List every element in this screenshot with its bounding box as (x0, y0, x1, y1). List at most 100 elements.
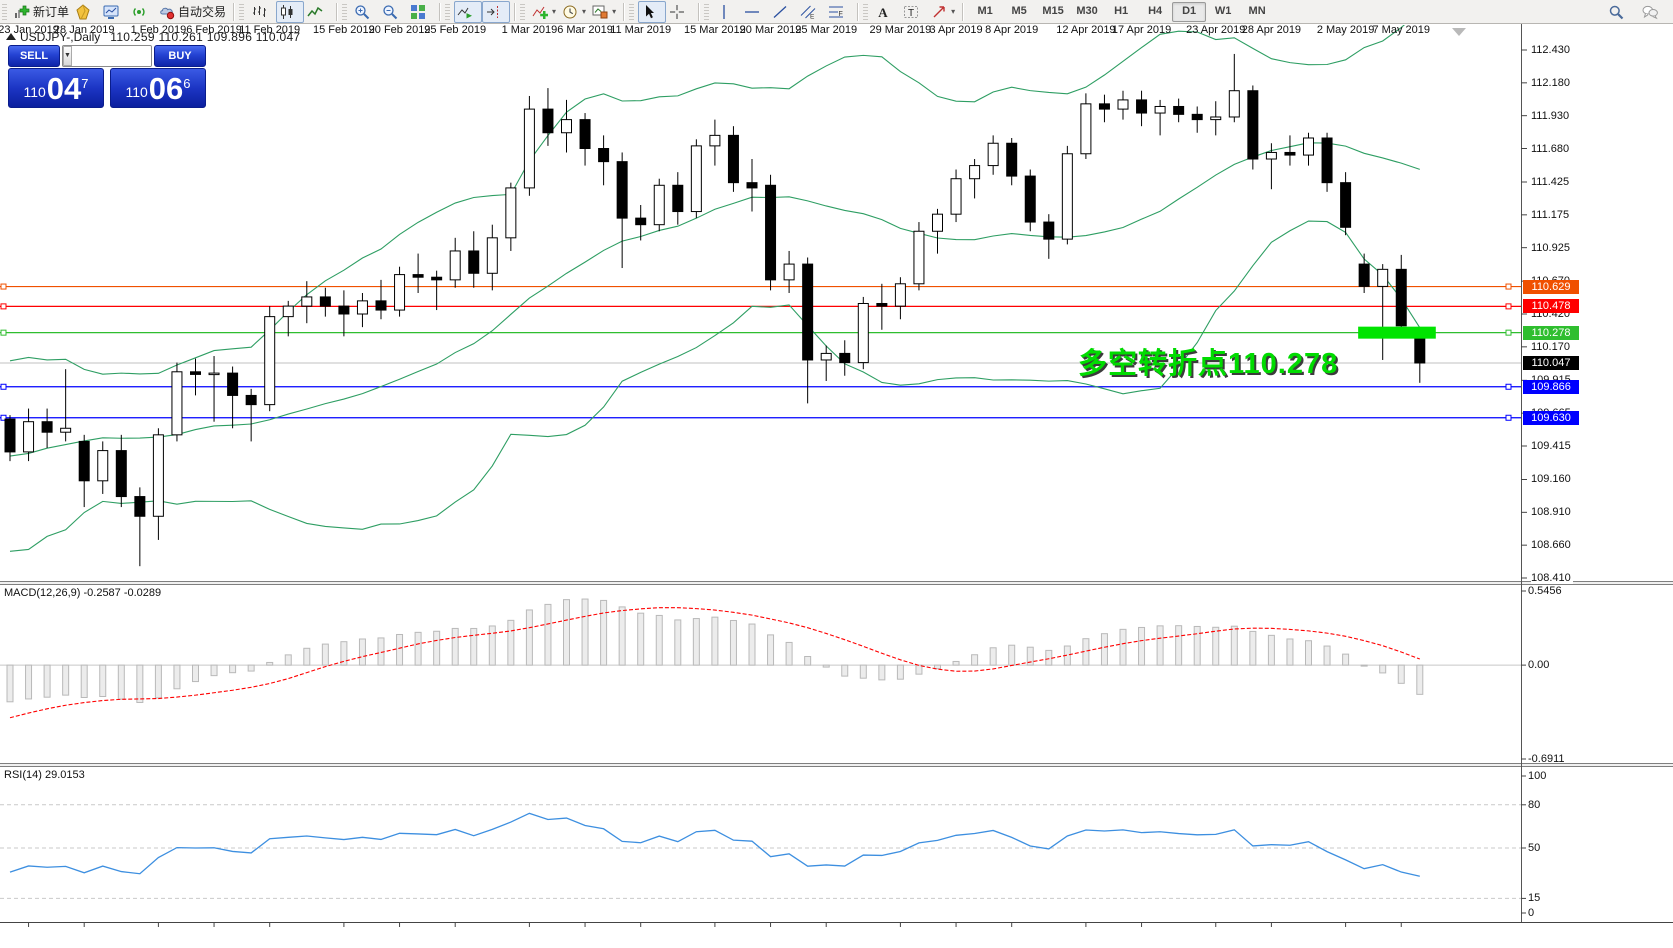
chat-button[interactable] (1639, 1, 1667, 23)
line-chart-button[interactable] (304, 1, 332, 23)
line-anchor-icon[interactable] (1505, 283, 1512, 290)
candles (4, 53, 1426, 567)
indicators-button[interactable]: ▾ (529, 1, 559, 23)
tf-d1-button[interactable]: D1 (1172, 1, 1207, 22)
toolbar-grip[interactable] (520, 3, 526, 20)
svg-text:E: E (810, 13, 815, 20)
candle-7 May (1395, 268, 1407, 327)
candlestick-chart-button[interactable] (276, 0, 305, 23)
buy-button[interactable]: BUY (154, 45, 206, 67)
chart-title: USDJPY-,Daily 110.259 110.261 109.896 110… (20, 30, 300, 44)
sell-button[interactable]: SELL (8, 45, 60, 67)
buy-price[interactable]: 110 06 6 (110, 68, 206, 108)
templates-button[interactable]: ▾ (589, 1, 619, 23)
toolbar-grip[interactable] (629, 3, 635, 20)
line-anchor-icon[interactable] (0, 283, 7, 290)
line-anchor-icon[interactable] (0, 383, 7, 390)
tf-mn-button[interactable]: MN (1240, 2, 1274, 22)
tf-w1-button[interactable]: W1 (1206, 2, 1240, 22)
chart-window-button[interactable] (100, 1, 128, 23)
date-tick: 20 Mar 2019 (739, 24, 802, 36)
volume-decrease-button[interactable]: ▼ (63, 46, 72, 66)
candle-12 Feb (282, 305, 294, 318)
new-order-button-label: 新订单 (33, 5, 70, 19)
new-order-button[interactable]: 新订单 (11, 1, 72, 23)
main-pane[interactable] (0, 24, 1521, 567)
chart-text-annotation[interactable]: 多空转折点110.278 (1078, 348, 1339, 380)
bar-chart-button[interactable] (248, 1, 276, 23)
date-tick: 1 Mar 2019 (501, 24, 558, 36)
tf-m30-button[interactable]: M30 (1070, 2, 1104, 22)
zoom-out-button[interactable] (379, 1, 407, 23)
pane-splitter[interactable] (0, 582, 1673, 584)
toolbar-grip[interactable] (863, 3, 869, 20)
chart-window: USDJPY-,Daily 110.259 110.261 109.896 110… (0, 23, 1673, 948)
auto-scroll-button[interactable] (454, 0, 483, 23)
candle-9 Apr (1024, 175, 1036, 223)
tile-windows-button[interactable] (407, 1, 435, 23)
highlight-rectangle[interactable] (1358, 326, 1436, 339)
pane-splitter[interactable] (0, 764, 1673, 766)
price-line-tag: 110.629 (1523, 279, 1579, 294)
volume-input[interactable] (71, 46, 151, 66)
candle-16 Apr (1117, 99, 1129, 110)
macd-pane[interactable] (0, 598, 1521, 719)
arrows-button[interactable]: ▾ (928, 1, 958, 23)
sell-price[interactable]: 110 04 7 (8, 68, 104, 108)
toolbar-grip[interactable] (342, 3, 348, 20)
toolbar-grip[interactable] (445, 3, 451, 20)
tf-m5-button[interactable]: M5 (1002, 2, 1036, 22)
date-tick: 6 Mar 2019 (557, 24, 613, 36)
toolbar-grip[interactable] (704, 3, 710, 20)
main-toolbar: 新订单 自动交易 ▾ ▾ ▾ E F A T ▾ M1 M5 M15 M30 H1 H4 D1 W1 MN (0, 0, 1673, 24)
one-click-collapse-icon[interactable] (6, 33, 16, 40)
candle-2 Apr (932, 213, 943, 232)
candle-26 Mar (839, 352, 851, 364)
periods-button-dropdown-icon[interactable]: ▾ (582, 7, 587, 16)
indicators-button-dropdown-icon[interactable]: ▾ (552, 7, 557, 16)
toolbar-grip[interactable] (2, 3, 7, 20)
vertical-line-button[interactable] (713, 1, 741, 23)
line-anchor-icon[interactable] (1505, 414, 1512, 421)
chart-canvas[interactable] (0, 24, 1673, 948)
search-button[interactable] (1605, 1, 1633, 23)
tf-h1-button[interactable]: H1 (1104, 2, 1138, 22)
periods-button[interactable]: ▾ (559, 1, 589, 23)
chart-shift-button[interactable] (482, 0, 511, 23)
rsi-pane[interactable] (0, 804, 1521, 899)
horizontal-line-button[interactable] (741, 1, 769, 23)
cursor-button[interactable] (638, 0, 667, 23)
autotrading-button[interactable]: 自动交易 (156, 1, 229, 23)
candle-3 Apr (950, 178, 962, 215)
arrows-button-dropdown-icon[interactable]: ▾ (951, 7, 956, 16)
line-anchor-icon[interactable] (1505, 383, 1512, 390)
line-anchor-icon[interactable] (0, 329, 7, 336)
line-anchor-icon[interactable] (1505, 329, 1512, 336)
tf-m1-button[interactable]: M1 (968, 2, 1002, 22)
toolbar-group-text: A T ▾ (870, 0, 960, 23)
line-anchor-icon[interactable] (0, 414, 7, 421)
text-button[interactable]: A (872, 1, 900, 23)
textA-icon: A (878, 5, 888, 20)
metaeditor-button[interactable] (72, 1, 100, 23)
chart-end-arrow-icon[interactable] (1452, 28, 1466, 36)
fibonacci-button[interactable]: F (825, 1, 853, 23)
zoom-in-button[interactable] (351, 1, 379, 23)
date-tick: 25 Feb 2019 (424, 24, 487, 36)
trendline-button[interactable] (769, 1, 797, 23)
candle-1 May (1321, 137, 1333, 184)
tf-m15-button[interactable]: M15 (1036, 2, 1070, 22)
line-anchor-icon[interactable] (0, 303, 7, 310)
toolbar-grip[interactable] (239, 3, 245, 20)
text-label-button[interactable]: T (900, 1, 928, 23)
price-tick: 109.160 (1531, 473, 1573, 486)
templates-button-dropdown-icon[interactable]: ▾ (612, 7, 617, 16)
candle-19 Apr (1173, 105, 1185, 115)
toolbar-group-scroll (452, 0, 512, 23)
line-anchor-icon[interactable] (1505, 303, 1512, 310)
crosshair-button[interactable] (666, 1, 694, 23)
tf-h4-button[interactable]: H4 (1138, 2, 1172, 22)
signals-button[interactable] (128, 1, 156, 23)
equidistant-channel-button[interactable]: E (797, 1, 825, 23)
